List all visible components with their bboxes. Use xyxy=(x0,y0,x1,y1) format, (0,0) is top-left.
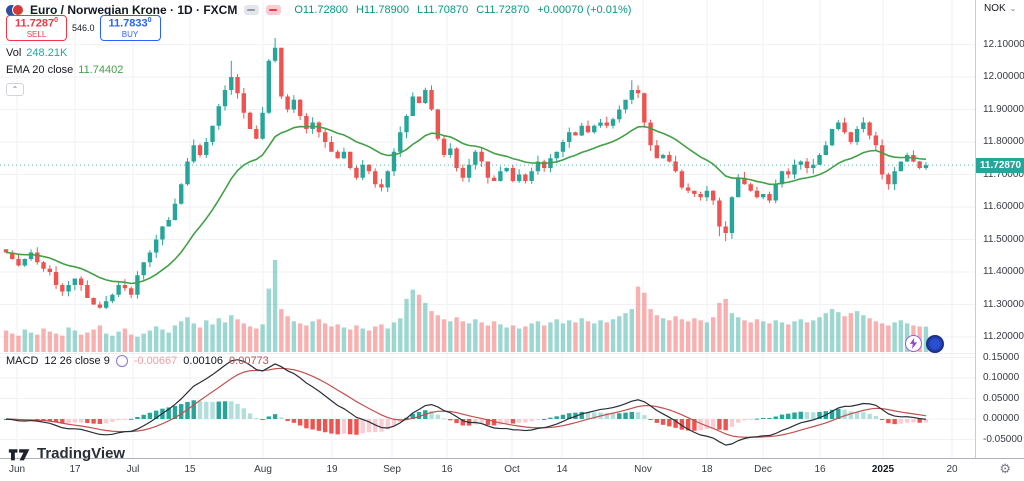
macd-axis-tick: -0.05000 xyxy=(983,433,1023,445)
ema-value: 11.74402 xyxy=(78,64,124,76)
chevron-down-icon: ⌄ xyxy=(1009,4,1017,13)
axis-settings-gear-icon[interactable]: ⚙ xyxy=(999,461,1011,476)
price-axis-tick: 12.00000 xyxy=(983,71,1024,82)
price-axis-tick: 11.30000 xyxy=(983,298,1024,310)
price-chart-canvas[interactable] xyxy=(0,0,975,458)
legend-collapse-chip-icon[interactable] xyxy=(244,5,260,15)
legend-collapse-button[interactable]: ⌃ xyxy=(6,83,24,96)
ohlc-low: L11.70870 xyxy=(417,4,469,16)
gridlines xyxy=(0,0,975,458)
ohlc-open: O11.72800 xyxy=(294,4,348,16)
symbol-title[interactable]: Euro / Norwegian Krone · 1D · FXCM xyxy=(30,3,238,17)
price-axis-tick: 12.10000 xyxy=(983,38,1024,50)
buy-button[interactable]: 11.78330 BUY xyxy=(99,15,161,41)
time-axis-tick: 15 xyxy=(184,464,196,475)
time-axis-tick: Sep xyxy=(383,464,401,475)
macd-hist-value: -0.00667 xyxy=(133,355,178,367)
tradingview-logo-text: TradingView xyxy=(37,445,126,462)
lightning-icon xyxy=(909,338,918,349)
time-axis-tick: 17 xyxy=(69,464,81,475)
time-axis-tick: Jun xyxy=(8,464,26,475)
time-axis-tick: Dec xyxy=(754,464,772,475)
ohlc-close: C11.72870 xyxy=(476,4,530,16)
macd-axis-tick: 0.10000 xyxy=(983,372,1020,383)
price-axis-tick: 11.40000 xyxy=(983,266,1024,277)
macd-pane xyxy=(3,359,929,446)
time-axis-tick: 20 xyxy=(946,464,958,475)
price-axis-tick: 11.90000 xyxy=(983,103,1024,115)
macd-params: 12 26 close 9 xyxy=(44,355,110,367)
time-axis-tick: Aug xyxy=(254,464,272,475)
boost-lightning-button[interactable] xyxy=(905,335,922,352)
tradingview-logo-icon xyxy=(8,449,30,461)
macd-signal-value: 0.00773 xyxy=(229,355,269,367)
macd-label: MACD xyxy=(6,355,39,367)
time-axis[interactable]: ⚙ Jun 17 Jul 15 Aug 19 Sep 16 Oct 14 Nov 18 Dec 16 202… xyxy=(0,458,1024,481)
price-axis-tick: 11.50000 xyxy=(983,233,1024,245)
time-axis-tick: Jul xyxy=(126,464,140,475)
time-axis-tick: 2025 xyxy=(871,464,895,475)
ohlc-values: O11.72800 H11.78900 L11.70870 C11.72870 … xyxy=(294,4,631,16)
macd-line-value: 0.00106 xyxy=(183,355,224,367)
currency-selector[interactable]: NOK ⌄ xyxy=(984,3,1016,14)
time-axis-tick: Nov xyxy=(634,464,652,475)
ema-label: EMA 20 close xyxy=(6,64,74,76)
buy-button-label: BUY xyxy=(121,30,139,40)
symbol-header: Euro / Norwegian Krone · 1D · FXCM O11.7… xyxy=(6,3,631,17)
sell-button-label: SELL xyxy=(26,30,47,40)
spread-value: 546.0 xyxy=(72,23,95,33)
alert-chip-icon[interactable] xyxy=(266,5,282,15)
price-axis[interactable]: NOK ⌄ 12.10000 12.00000 11.90000 11.80000 11… xyxy=(975,0,1024,458)
tradingview-logo[interactable]: TradingView xyxy=(8,445,125,462)
volume-value: 248.21K xyxy=(26,47,68,59)
blue-circle-badge[interactable] xyxy=(926,335,944,353)
candles xyxy=(3,38,929,310)
macd-axis-tick: 0.15000 xyxy=(983,351,1020,363)
macd-axis-tick: 0.00000 xyxy=(983,413,1020,424)
sell-button[interactable]: 11.72870 SELL xyxy=(6,15,67,41)
time-axis-tick: 16 xyxy=(814,464,826,475)
trade-panel: 11.72870 SELL 546.0 11.78330 BUY xyxy=(6,15,161,41)
volume-label: Vol xyxy=(6,47,22,59)
ema-line xyxy=(5,125,927,285)
price-axis-tick: 11.20000 xyxy=(983,331,1024,342)
ema-legend: EMA 20 close 11.74402 xyxy=(6,64,123,76)
volume-legend: Vol 248.21K xyxy=(6,47,67,59)
price-axis-tick: 11.60000 xyxy=(983,201,1024,212)
currency-label: NOK xyxy=(984,3,1006,14)
price-axis-tick: 11.70000 xyxy=(983,168,1024,180)
macd-legend: MACD 12 26 close 9 -0.00667 0.00106 0.00… xyxy=(6,355,269,367)
price-axis-tick: 11.80000 xyxy=(983,136,1024,147)
macd-axis-tick: 0.05000 xyxy=(983,392,1020,404)
ohlc-change: +0.00070 (+0.01%) xyxy=(537,4,632,16)
ohlc-high: H11.78900 xyxy=(355,4,409,16)
last-price-tag: 11.72870 xyxy=(976,157,1024,173)
volume-bars xyxy=(3,260,929,352)
time-axis-tick: 14 xyxy=(556,464,568,475)
time-axis-tick: 19 xyxy=(326,464,338,475)
indicator-loading-icon xyxy=(115,355,128,367)
time-axis-tick: Oct xyxy=(504,464,520,475)
time-axis-tick: 16 xyxy=(441,464,453,475)
time-axis-tick: 18 xyxy=(701,464,713,475)
